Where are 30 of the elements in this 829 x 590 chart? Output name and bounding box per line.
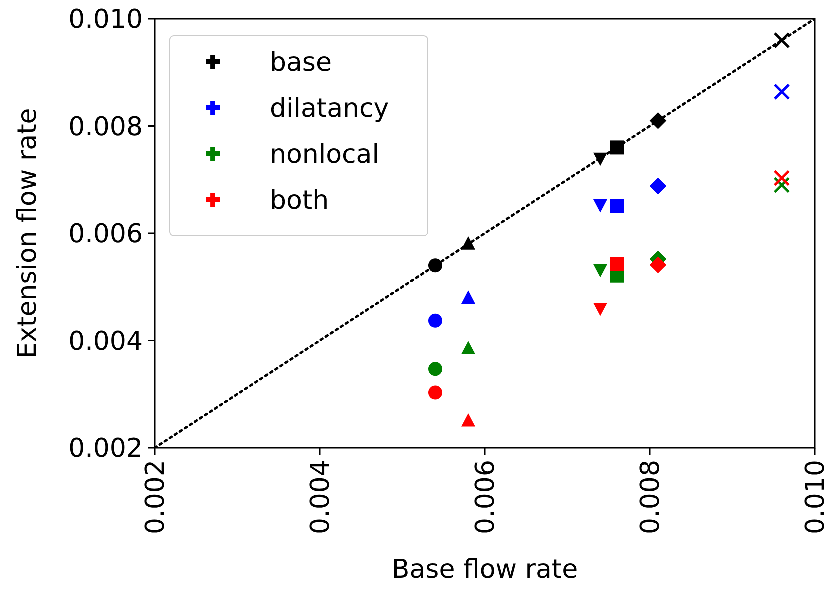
point	[594, 302, 608, 316]
legend-label: both	[270, 186, 330, 216]
y-tick-label: 0.010	[68, 5, 143, 35]
x-tick-label: 0.010	[801, 460, 829, 534]
x-tick-label: 0.004	[306, 460, 336, 534]
y-axis-title: Extension flow rate	[13, 108, 43, 359]
x-tick-label: 0.006	[471, 460, 501, 534]
legend-label: base	[270, 48, 332, 78]
x-tick-label: 0.008	[636, 460, 666, 534]
point	[594, 199, 608, 213]
point	[462, 413, 476, 427]
y-tick-label: 0.004	[68, 326, 143, 357]
point	[610, 257, 624, 272]
point	[610, 140, 624, 155]
point	[428, 258, 442, 273]
point	[462, 341, 476, 354]
point	[610, 199, 624, 214]
legend-label: nonlocal	[270, 140, 380, 170]
point	[462, 236, 476, 250]
point	[462, 290, 476, 304]
point	[428, 362, 442, 376]
y-tick-label: 0.008	[68, 112, 143, 142]
legend-label: dilatancy	[270, 94, 390, 124]
x-axis-title: Base flow rate	[392, 555, 578, 585]
y-tick-label: 0.006	[68, 220, 143, 250]
point	[428, 314, 442, 328]
point	[428, 386, 442, 400]
point	[594, 264, 608, 278]
y-tick-label: 0.002	[68, 434, 143, 464]
point	[594, 152, 608, 166]
